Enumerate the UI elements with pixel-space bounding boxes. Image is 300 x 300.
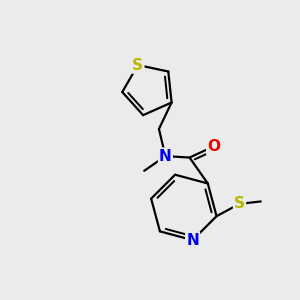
Text: S: S [132, 58, 143, 73]
Text: S: S [234, 196, 245, 211]
Text: N: N [159, 148, 172, 164]
Text: N: N [186, 232, 199, 247]
Text: O: O [207, 139, 220, 154]
